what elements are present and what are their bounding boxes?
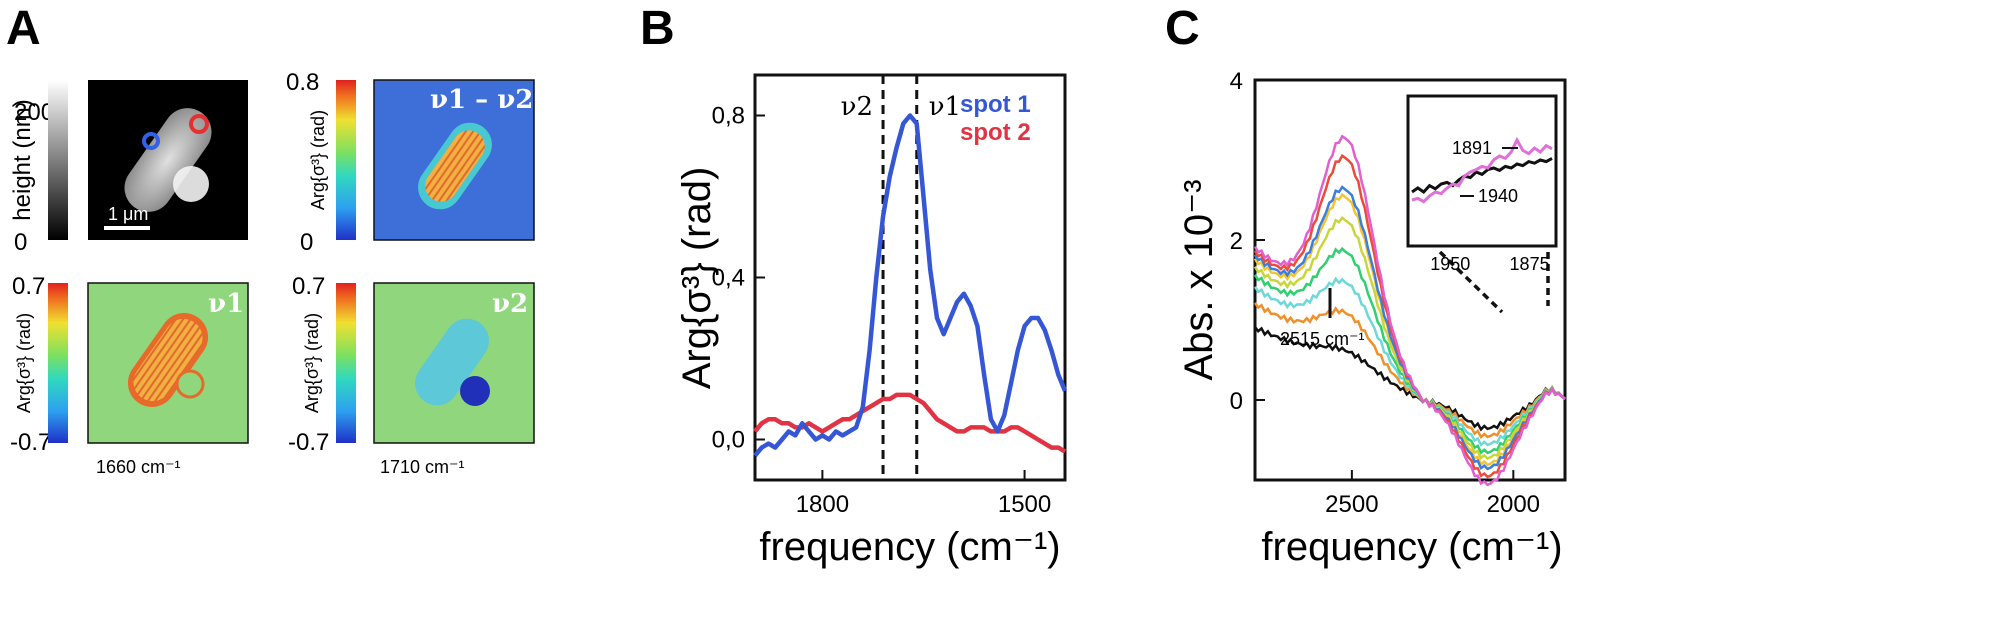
panel-label-c: C bbox=[1165, 2, 1200, 55]
diff-cell bbox=[418, 122, 492, 210]
diff-colorbar bbox=[336, 80, 356, 240]
chart-b: 0,0 0,4 0,8 1800 1500 ν2 ν1 spot 1 spot … bbox=[675, 73, 1068, 569]
topo-cmin-label: 0 bbox=[14, 229, 27, 256]
c-ytick-label-1: 2 bbox=[1230, 228, 1243, 255]
inset-chart: 1891 1940 1950 1875 bbox=[1406, 94, 1558, 274]
chart-c-xticks: 2500 2000 bbox=[1325, 470, 1540, 518]
chart-c-series bbox=[1253, 134, 1566, 487]
nu2-colorbar-label: Arg{σ³} (rad) bbox=[302, 313, 322, 413]
panel-label-a: A bbox=[6, 2, 41, 55]
spot2-marker bbox=[189, 114, 209, 134]
inset-label-1891: 1891 bbox=[1452, 138, 1492, 158]
nu1-map: 0.7 -0.7 Arg{σ³} (rad) ν1 1660 cm⁻¹ bbox=[10, 273, 249, 477]
scalebar-label: 1 μm bbox=[108, 204, 148, 224]
nu1-colorbar-label: Arg{σ³} (rad) bbox=[14, 313, 34, 413]
diff-colorbar-label: Arg{σ³} (rad) bbox=[308, 110, 328, 210]
series-spot2-line bbox=[753, 392, 1067, 454]
difference-map: 0.8 0 Arg{σ³} (rad) ν1 – ν2 bbox=[286, 69, 535, 256]
b-xtick-label-0: 1800 bbox=[796, 491, 849, 518]
nu2-cmin-label: -0.7 bbox=[288, 429, 329, 456]
spot1-marker bbox=[142, 132, 160, 150]
vline-nu2-label: ν2 bbox=[841, 92, 873, 122]
topo-colorbar bbox=[48, 80, 68, 240]
nu2-overlay-label: ν2 bbox=[492, 289, 528, 319]
nu2-caption: 1710 cm⁻¹ bbox=[380, 457, 465, 477]
b-ytick-label-0: 0,0 bbox=[712, 427, 745, 454]
nu2-cell-spot bbox=[460, 376, 490, 406]
vline-nu1-label: ν1 bbox=[929, 92, 961, 122]
diff-cmin-label: 0 bbox=[300, 229, 313, 256]
b-xtick-label-1: 1500 bbox=[998, 491, 1051, 518]
c-ytick-label-0: 0 bbox=[1230, 388, 1243, 415]
nu1-overlay-label: ν1 bbox=[208, 289, 244, 319]
nu1-caption: 1660 cm⁻¹ bbox=[96, 457, 181, 477]
diff-overlay-label: ν1 – ν2 bbox=[430, 85, 533, 115]
chart-c-frame bbox=[1253, 78, 1567, 482]
chart-c-xlabel: frequency (cm⁻¹) bbox=[1261, 525, 1562, 569]
inset-series-magenta bbox=[1411, 136, 1553, 204]
legend-spot1: spot 1 bbox=[960, 91, 1031, 118]
c-xtick-label-1: 2000 bbox=[1487, 491, 1540, 518]
series-s9-line bbox=[1253, 134, 1566, 487]
chart-b-ylabel: Arg{σ³} (rad) bbox=[675, 167, 719, 390]
series-spot1-line bbox=[753, 113, 1068, 458]
chart-c-yticks: 0 2 4 bbox=[1230, 68, 1265, 415]
chart-b-xticks: 1800 1500 bbox=[796, 470, 1051, 518]
chart-c-ylabel: Abs. x 10⁻³ bbox=[1177, 179, 1221, 380]
peak-annotation: 2515 cm⁻¹ bbox=[1280, 329, 1365, 349]
nu1-colorbar bbox=[48, 283, 68, 443]
series-s3-line bbox=[1253, 276, 1566, 447]
topo-colorbar-label: height (nm) bbox=[9, 99, 36, 220]
topography-map: 200 0 height (nm) 1 μm bbox=[9, 80, 248, 256]
nu1-cell bbox=[127, 313, 209, 407]
c-xtick-label-0: 2500 bbox=[1325, 491, 1378, 518]
inset-xtick-label-1: 1875 bbox=[1510, 254, 1550, 274]
nu1-cell-hole bbox=[175, 369, 205, 399]
inset-xtick-label-0: 1950 bbox=[1430, 254, 1470, 274]
nu2-cell bbox=[415, 318, 489, 406]
panel-label-b: B bbox=[640, 2, 675, 55]
inset-series-black bbox=[1411, 157, 1553, 194]
b-ytick-label-2: 0,8 bbox=[712, 103, 745, 130]
diff-cmax-label: 0.8 bbox=[286, 69, 319, 96]
topo-cell bbox=[124, 108, 212, 212]
chart-b-xlabel: frequency (cm⁻¹) bbox=[759, 525, 1060, 569]
inset-label-1940: 1940 bbox=[1478, 186, 1518, 206]
legend-spot2: spot 2 bbox=[960, 119, 1031, 146]
series-s2-line bbox=[1253, 302, 1566, 440]
nu2-colorbar bbox=[336, 283, 356, 443]
nu1-cmin-label: -0.7 bbox=[10, 429, 51, 456]
chart-b-yticks: 0,0 0,4 0,8 bbox=[712, 103, 765, 454]
inset-connector-left bbox=[1438, 250, 1504, 314]
b-ytick-label-1: 0,4 bbox=[712, 265, 745, 292]
nu1-cmax-label: 0.7 bbox=[12, 273, 45, 300]
nu2-cmax-label: 0.7 bbox=[292, 273, 325, 300]
inset-frame bbox=[1406, 94, 1558, 248]
topo-cell-bulge bbox=[173, 166, 209, 202]
c-ytick-label-2: 4 bbox=[1230, 68, 1243, 95]
series-s1-line bbox=[1253, 326, 1566, 432]
topo-cmax-label: 200 bbox=[14, 99, 54, 126]
nu2-map: 0.7 -0.7 Arg{σ³} (rad) ν2 1710 cm⁻¹ bbox=[288, 273, 535, 477]
chart-c: 0 2 4 2500 2000 2515 cm⁻¹ 1891 1940 1950… bbox=[1177, 68, 1567, 569]
